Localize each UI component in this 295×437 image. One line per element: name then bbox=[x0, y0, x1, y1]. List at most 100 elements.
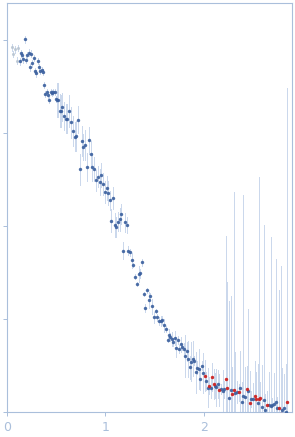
Point bbox=[167, 332, 172, 339]
Point bbox=[61, 113, 66, 120]
Point bbox=[55, 97, 60, 104]
Point bbox=[25, 52, 30, 59]
Point bbox=[124, 221, 129, 228]
Point bbox=[150, 303, 155, 310]
Point bbox=[271, 401, 276, 408]
Point bbox=[260, 403, 265, 410]
Point bbox=[121, 247, 126, 254]
Point bbox=[40, 69, 45, 76]
Point bbox=[146, 296, 151, 303]
Point bbox=[222, 386, 227, 393]
Point bbox=[210, 373, 214, 380]
Point bbox=[193, 369, 198, 376]
Point bbox=[29, 50, 34, 57]
Point bbox=[141, 290, 146, 297]
Point bbox=[101, 180, 105, 187]
Point bbox=[22, 36, 27, 43]
Point bbox=[128, 249, 132, 256]
Point bbox=[136, 270, 141, 277]
Point bbox=[268, 402, 273, 409]
Point bbox=[20, 51, 24, 58]
Point bbox=[31, 55, 36, 62]
Point bbox=[261, 397, 266, 404]
Point bbox=[51, 88, 55, 95]
Point bbox=[95, 173, 100, 180]
Point bbox=[208, 385, 213, 392]
Point bbox=[242, 394, 247, 401]
Point bbox=[276, 404, 281, 411]
Point bbox=[71, 128, 75, 135]
Point bbox=[258, 395, 263, 402]
Point bbox=[67, 107, 71, 114]
Point bbox=[178, 341, 183, 348]
Point bbox=[175, 336, 180, 343]
Point bbox=[168, 333, 173, 340]
Point bbox=[273, 399, 278, 406]
Point bbox=[241, 392, 246, 399]
Point bbox=[152, 314, 156, 321]
Point bbox=[112, 221, 117, 228]
Point bbox=[192, 357, 196, 364]
Point bbox=[74, 133, 79, 140]
Point bbox=[227, 394, 231, 401]
Point bbox=[211, 380, 216, 387]
Point bbox=[266, 402, 271, 409]
Point bbox=[207, 382, 212, 389]
Point bbox=[174, 345, 178, 352]
Point bbox=[236, 389, 241, 396]
Point bbox=[131, 262, 136, 269]
Point bbox=[17, 58, 22, 65]
Point bbox=[275, 404, 280, 411]
Point bbox=[177, 346, 181, 353]
Point bbox=[225, 385, 230, 392]
Point bbox=[72, 133, 77, 140]
Point bbox=[204, 378, 209, 385]
Point bbox=[26, 49, 31, 56]
Point bbox=[180, 343, 185, 350]
Point bbox=[249, 395, 254, 402]
Point bbox=[27, 64, 32, 71]
Point bbox=[163, 326, 168, 333]
Point bbox=[79, 138, 84, 145]
Point bbox=[83, 142, 88, 149]
Point bbox=[59, 108, 63, 114]
Point bbox=[157, 317, 161, 324]
Point bbox=[133, 273, 137, 280]
Point bbox=[265, 402, 270, 409]
Point bbox=[160, 316, 165, 323]
Point bbox=[103, 189, 107, 196]
Point bbox=[33, 68, 37, 75]
Point bbox=[46, 92, 50, 99]
Point bbox=[117, 216, 122, 223]
Point bbox=[246, 388, 250, 395]
Point bbox=[217, 387, 222, 394]
Point bbox=[148, 292, 153, 299]
Point bbox=[223, 376, 228, 383]
Point bbox=[104, 185, 109, 192]
Point bbox=[215, 380, 220, 387]
Point bbox=[189, 358, 194, 365]
Point bbox=[119, 211, 124, 218]
Point bbox=[251, 395, 255, 402]
Point bbox=[85, 163, 89, 170]
Point bbox=[18, 50, 23, 57]
Point bbox=[94, 177, 98, 184]
Point bbox=[143, 304, 148, 311]
Point bbox=[111, 194, 115, 201]
Point bbox=[145, 287, 150, 294]
Point bbox=[155, 314, 160, 321]
Point bbox=[135, 281, 139, 288]
Point bbox=[48, 88, 53, 95]
Point bbox=[56, 97, 61, 104]
Point bbox=[183, 352, 188, 359]
Point bbox=[65, 115, 70, 122]
Point bbox=[205, 384, 210, 391]
Point bbox=[196, 366, 201, 373]
Point bbox=[63, 115, 68, 122]
Point bbox=[109, 217, 114, 224]
Point bbox=[38, 68, 42, 75]
Point bbox=[263, 407, 268, 414]
Point bbox=[16, 44, 21, 51]
Point bbox=[92, 165, 96, 172]
Point bbox=[50, 90, 54, 97]
